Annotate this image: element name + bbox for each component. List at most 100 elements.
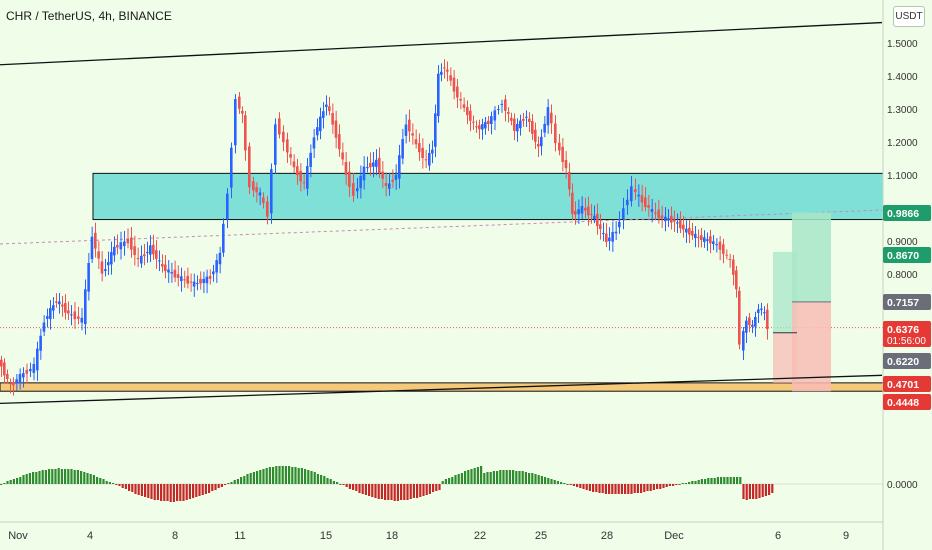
macd-bar [22,475,25,484]
candle-body [296,166,299,176]
candle-body [481,124,484,130]
macd-bar [563,483,566,484]
candle-body [738,290,741,345]
currency-badge[interactable]: USDT [893,6,925,27]
macd-bar [38,471,41,484]
candle-body [469,110,472,121]
macd-bar [54,469,57,484]
macd-bar [246,474,249,484]
candle-body [763,312,766,314]
candle-body [679,220,682,229]
price-tick-label: 1.3000 [887,105,918,116]
macd-bar [214,484,217,490]
macd-bar [144,484,147,497]
candle-body [605,233,608,242]
macd-bar [361,484,364,494]
macd-bar [652,484,655,490]
candle-body [143,254,146,257]
date-tick-label: Nov [8,530,28,542]
macd-bar [73,470,76,484]
macd-bar [291,467,294,484]
candle-body [561,146,564,162]
candle-body [255,187,258,193]
candle-body [497,108,500,110]
candle-body [751,324,754,327]
macd-bar [588,484,591,491]
candle-body [119,242,123,250]
date-tick-label: 22 [474,530,486,542]
candle-body [700,235,703,240]
macd-bar [131,484,134,492]
candle-body [709,236,712,244]
candle-body [537,143,540,147]
candle-body [414,139,418,145]
macd-bar [390,484,393,500]
candle-body [196,283,199,285]
macd-bar [80,471,83,484]
candle-body [654,212,657,214]
macd-bar [44,470,47,484]
price-badge-label: 0.6220 [887,356,919,368]
macd-bar [675,484,678,485]
candle-body [587,206,590,216]
date-tick-label: 4 [87,530,93,542]
candle-body [580,206,584,214]
macd-bar [406,484,409,500]
candle-body [356,188,359,192]
macd-bar [604,484,607,494]
macd-bar [9,480,12,484]
candle-body [391,179,394,182]
candle-body [312,137,316,149]
macd-bar [83,472,86,484]
macd-bar [272,467,275,484]
macd-bar [364,484,367,495]
macd-bar [755,484,758,499]
candle-body [25,369,29,374]
candle-body [418,143,421,153]
macd-bar [64,469,67,484]
candle-body [596,213,599,227]
macd-bar [566,484,569,485]
candle-body [722,244,725,254]
candle-body [676,222,679,224]
candle-body [167,269,170,273]
candle-body [328,106,331,112]
macd-bar [547,478,550,484]
candle-body [493,110,497,121]
macd-bar [51,469,54,484]
macd-bar [409,484,412,499]
candle-body [97,251,100,259]
price-badge-label: 0.4701 [887,379,919,391]
candle-body [286,139,289,153]
candle-body [584,207,587,211]
macd-bar [166,484,169,501]
candle-body [104,269,107,271]
candle-body [262,197,265,204]
candle-body [452,77,456,92]
candle-body [369,162,372,168]
date-tick-label: 28 [601,530,613,542]
macd-bar [768,484,771,495]
candle-body [630,186,633,202]
macd-bar [441,481,444,484]
candle-body [67,310,70,314]
macd-bar [697,480,700,484]
candle-body [507,111,510,114]
candle-body [728,258,732,260]
candle-body [540,136,543,147]
candle-body [29,368,32,372]
macd-bar [707,478,710,484]
macd-bar [294,467,297,484]
macd-bar [300,468,303,484]
macd-bar [678,484,681,485]
candle-body [140,255,143,264]
macd-bar [592,484,595,492]
candle-body [519,120,522,129]
macd-bar [480,466,483,484]
macd-bar [729,477,732,484]
candle-body [685,228,688,233]
macd-bar [553,480,556,484]
macd-bar [582,484,585,489]
